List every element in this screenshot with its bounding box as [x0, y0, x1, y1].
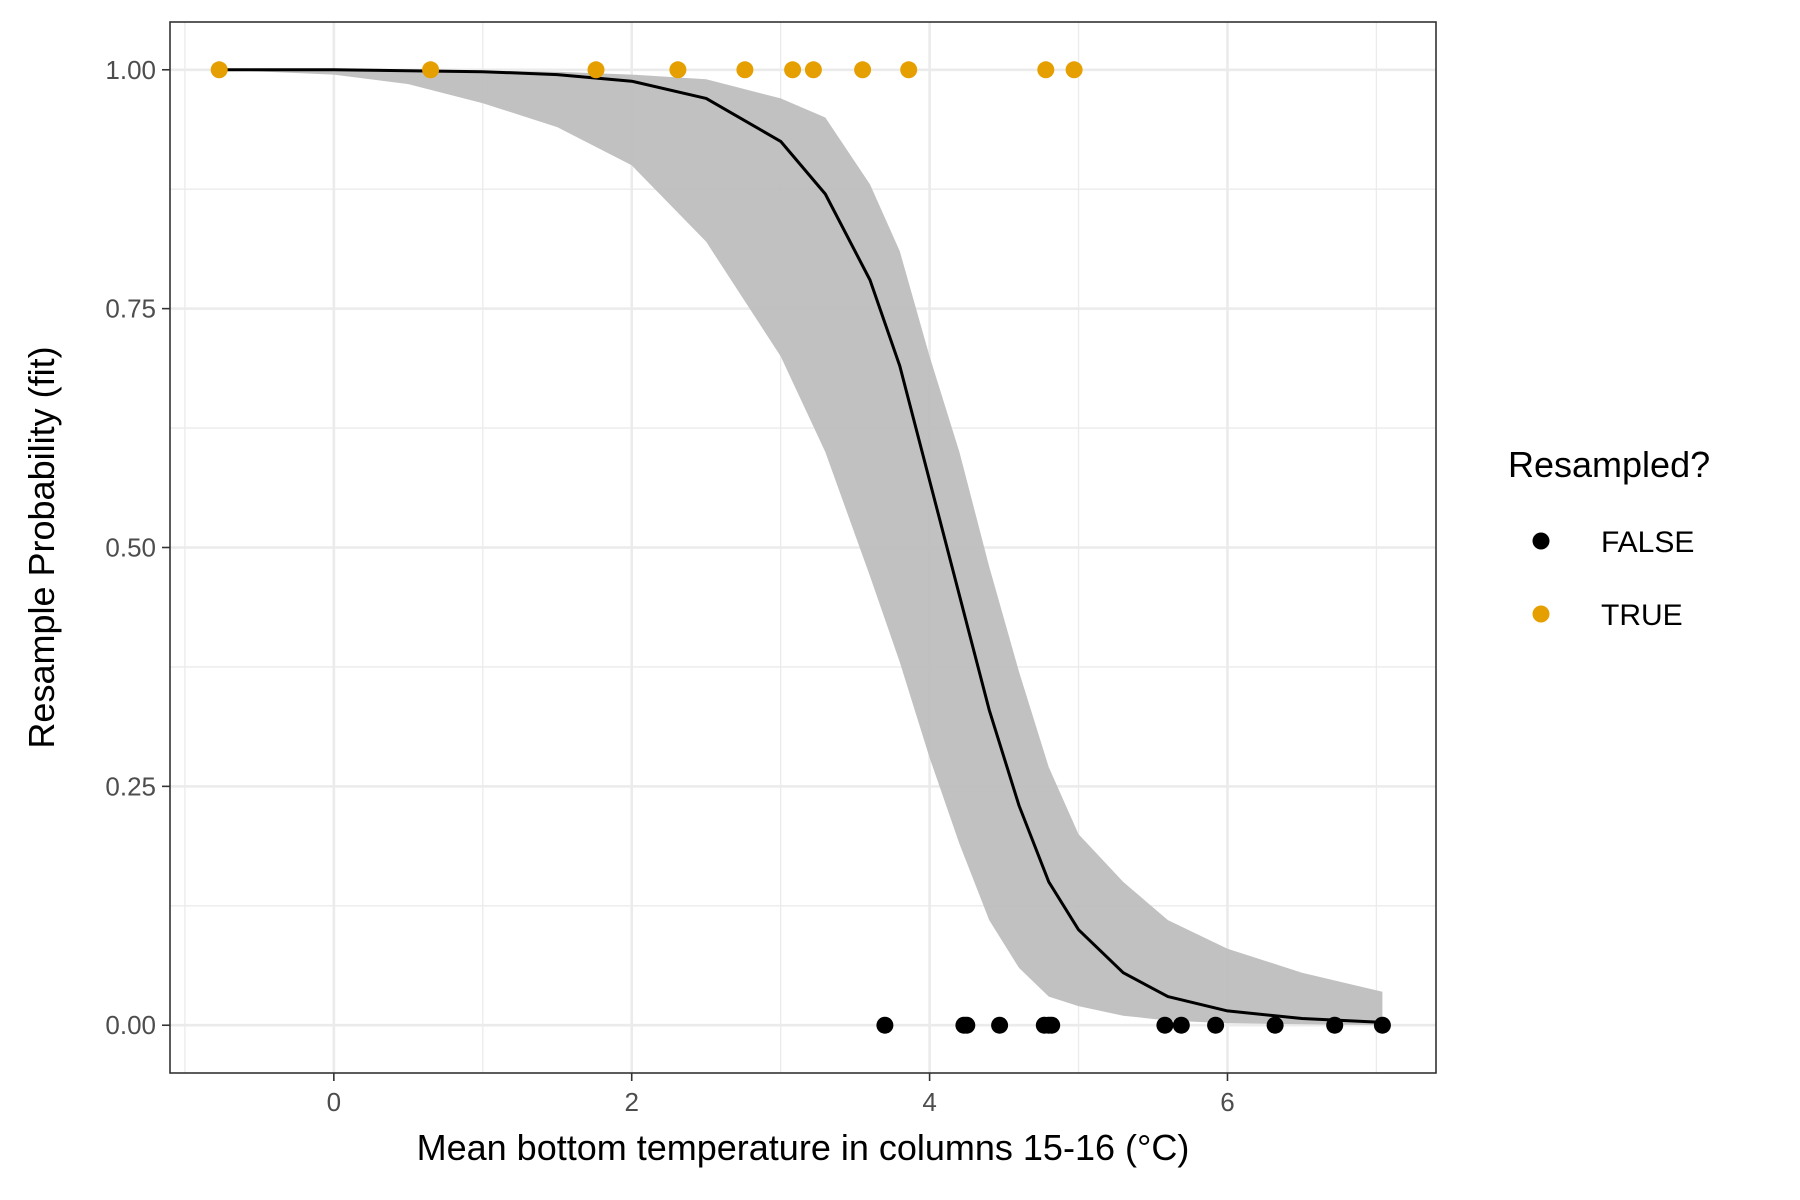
point-false: [1207, 1016, 1225, 1034]
legend-key-false: [1532, 532, 1550, 550]
point-true: [784, 61, 802, 79]
point-false: [991, 1016, 1009, 1034]
x-tick-label: 6: [1220, 1087, 1234, 1117]
point-true: [669, 61, 687, 79]
y-tick-label: 0.50: [105, 533, 156, 563]
y-tick-label: 0.25: [105, 771, 156, 801]
y-axis-ticks: 0.00 0.25 0.50 0.75 1.00: [105, 55, 170, 1040]
legend-label-true: TRUE: [1601, 599, 1683, 632]
point-true: [804, 61, 822, 79]
minor-gridlines: [170, 22, 1436, 1073]
point-true: [422, 61, 440, 79]
point-false: [1326, 1016, 1344, 1034]
legend-label-false: FALSE: [1601, 526, 1694, 559]
x-tick-label: 4: [922, 1087, 936, 1117]
legend-entries: FALSE TRUE: [1532, 526, 1694, 632]
legend: Resampled? FALSE TRUE: [1508, 444, 1710, 632]
point-true: [1037, 61, 1055, 79]
x-axis-ticks: 0 2 4 6: [327, 1073, 1235, 1117]
y-tick-label: 0.00: [105, 1010, 156, 1040]
y-tick-label: 0.75: [105, 294, 156, 324]
point-true: [854, 61, 872, 79]
point-true: [736, 61, 754, 79]
point-false: [876, 1016, 894, 1034]
x-axis-title: Mean bottom temperature in columns 15-16…: [417, 1127, 1190, 1168]
point-false: [1156, 1016, 1174, 1034]
x-tick-label: 0: [327, 1087, 341, 1117]
point-false: [1043, 1016, 1061, 1034]
x-tick-label: 2: [624, 1087, 638, 1117]
y-tick-label: 1.00: [105, 55, 156, 85]
confidence-ribbon: [219, 69, 1383, 1026]
point-true: [210, 61, 228, 79]
point-true: [587, 61, 605, 79]
data-points: [210, 61, 1391, 1034]
legend-title: Resampled?: [1508, 444, 1710, 485]
point-false: [958, 1016, 976, 1034]
point-false: [1172, 1016, 1190, 1034]
point-false: [1373, 1016, 1391, 1034]
fit-line: [219, 68, 1383, 1024]
point-true: [1065, 61, 1083, 79]
legend-key-true: [1532, 605, 1550, 623]
point-true: [900, 61, 918, 79]
y-axis-title: Resample Probability (fit): [21, 346, 62, 748]
point-false: [1266, 1016, 1284, 1034]
